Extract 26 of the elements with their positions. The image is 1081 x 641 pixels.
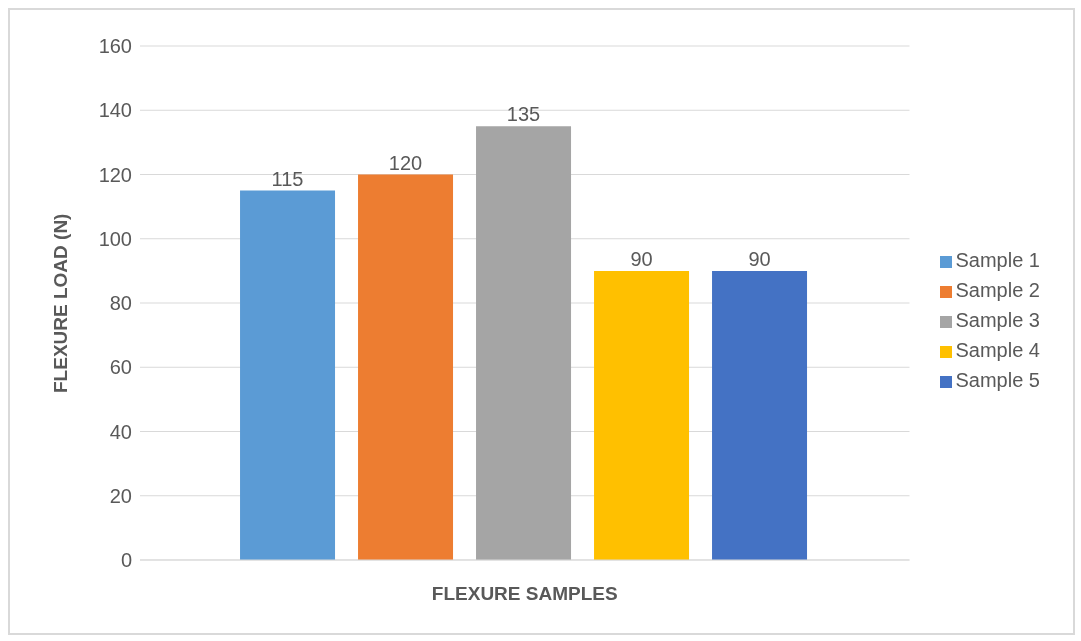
legend-label: Sample 2	[955, 279, 1040, 301]
legend-label: Sample 4	[955, 339, 1040, 361]
bar	[240, 190, 336, 560]
bar	[358, 174, 454, 560]
y-tick-label: 0	[120, 549, 132, 572]
data-label: 135	[506, 103, 541, 126]
data-label: 120	[388, 151, 423, 174]
y-tick-label: 100	[98, 227, 132, 250]
y-tick-label: 140	[98, 99, 132, 122]
legend-label: Sample 1	[955, 249, 1040, 271]
y-tick-label: 120	[98, 163, 132, 186]
data-label: 90	[748, 247, 771, 270]
bar	[594, 270, 690, 560]
bar	[712, 270, 808, 560]
y-axis-title: FLEXURE LOAD (N)	[49, 213, 71, 393]
y-tick-label: 40	[109, 420, 132, 443]
bar	[476, 126, 572, 560]
y-tick-label: 60	[109, 356, 132, 379]
x-axis-title: FLEXURE SAMPLES	[431, 583, 618, 604]
legend-label: Sample 5	[955, 369, 1040, 391]
y-tick-label: 80	[109, 292, 132, 315]
data-label: 115	[271, 167, 304, 190]
y-tick-label: 160	[98, 35, 132, 58]
legend-label: Sample 3	[955, 309, 1040, 331]
data-label: 90	[630, 247, 653, 270]
y-tick-label: 20	[109, 484, 132, 507]
